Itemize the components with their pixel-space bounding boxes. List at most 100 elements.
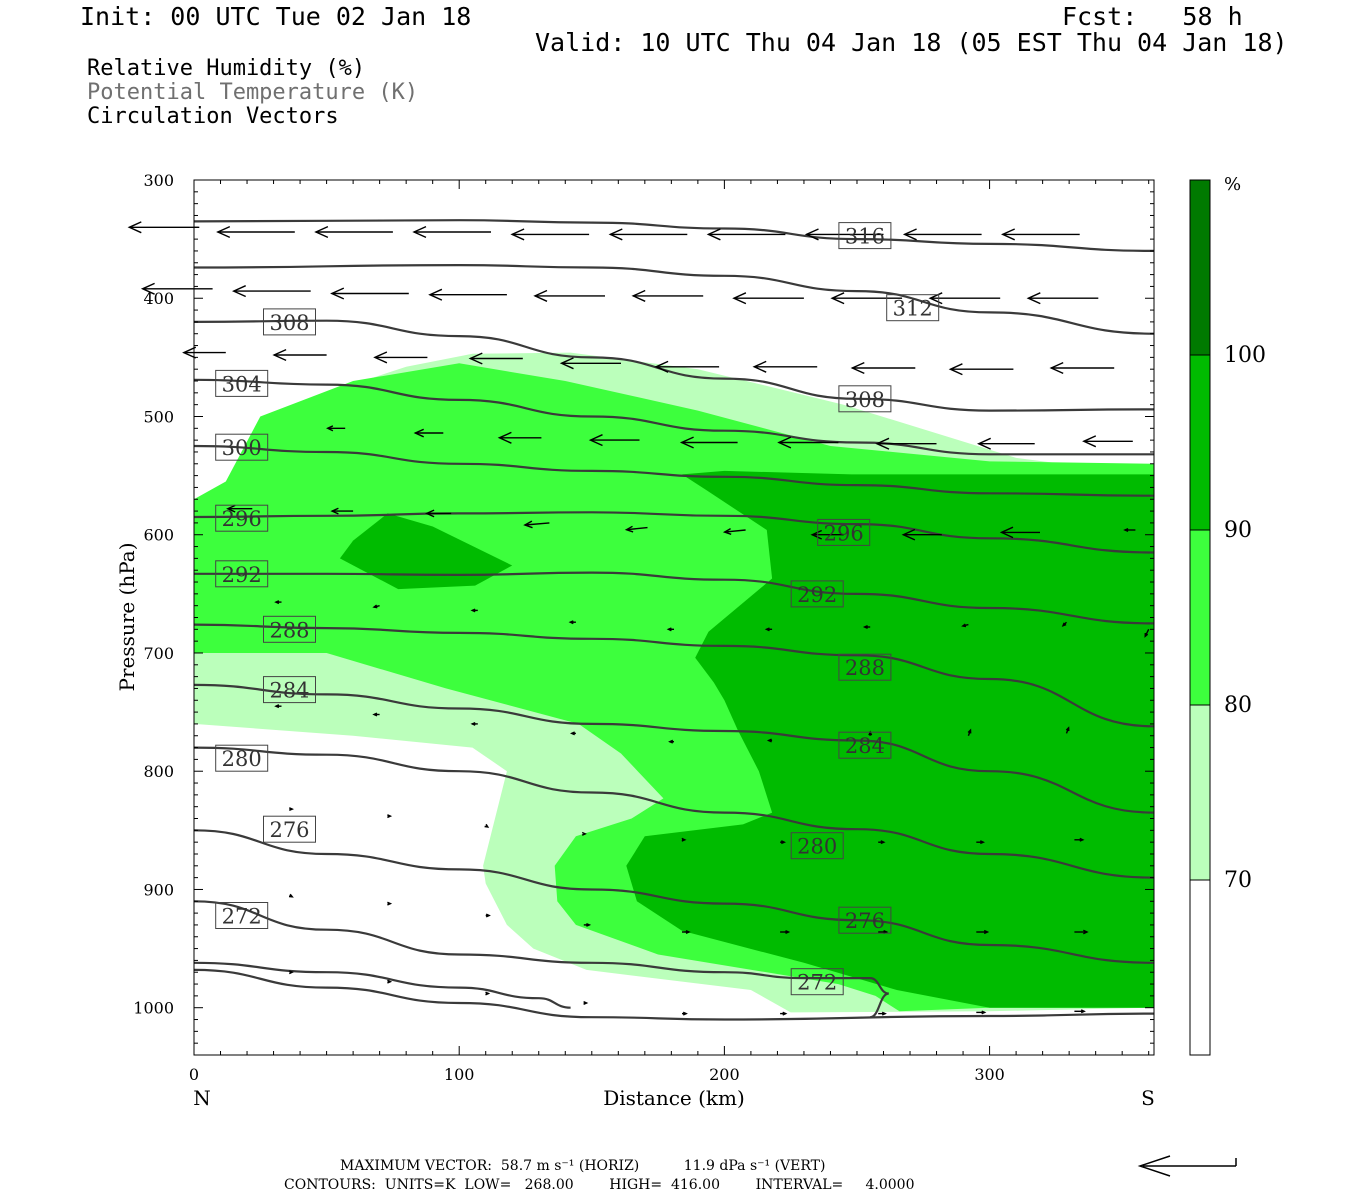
reference-vector-icon: [1137, 1155, 1237, 1177]
colorbar-label-70: 70: [1224, 868, 1252, 893]
circulation-vector: [804, 228, 884, 241]
contour-label-text: 296: [222, 507, 262, 531]
vector-head: [484, 823, 490, 828]
vector-head: [706, 228, 721, 241]
contour-label-box: [215, 433, 269, 461]
vector-head: [902, 228, 917, 241]
circulation-vector: [330, 507, 354, 515]
vector-head: [373, 351, 388, 364]
circulation-vector: [666, 627, 674, 632]
circulation-vector: [470, 721, 478, 726]
vector-head: [631, 289, 646, 302]
contour-label-text: 284: [845, 734, 885, 758]
circulation-vector: [976, 929, 990, 935]
rh-region-90-100-3: [339, 513, 513, 590]
vector-head: [785, 930, 791, 935]
circulation-vector: [752, 360, 818, 373]
circulation-vector: [780, 930, 791, 935]
vector-head: [581, 831, 587, 836]
x-end-label-south: S: [1141, 1086, 1155, 1110]
circulation-vector: [425, 509, 452, 518]
contour-label: 284: [838, 731, 892, 759]
vector-head: [588, 434, 603, 447]
rh-region-90-100-2: [626, 470, 1154, 1008]
circulation-vector: [668, 739, 674, 744]
contour-label-box: [263, 615, 316, 643]
vector-head: [1026, 292, 1041, 305]
theta-contour-304-3: [194, 378, 1154, 456]
x-tick-label: 100: [444, 1065, 475, 1084]
circulation-vector: [1123, 527, 1136, 533]
vector-head: [722, 527, 732, 535]
circulation-vector: [1000, 228, 1080, 241]
contour-label: 276: [838, 906, 892, 934]
contour-label-text: 292: [797, 583, 837, 607]
vector-head: [862, 624, 868, 629]
vector-head: [231, 285, 246, 298]
circulation-vector: [485, 991, 491, 996]
title-potential-temperature: Potential Temperature (K): [87, 80, 419, 105]
circulation-vector: [470, 608, 478, 613]
contour-label: 272: [790, 968, 844, 996]
contours-legend: CONTOURS: UNITS=K LOW= 268.00 HIGH= 416.…: [284, 1177, 915, 1193]
contour-label: 272: [215, 902, 269, 929]
x-tick-label: 200: [709, 1065, 740, 1084]
contour-label-box: [215, 369, 269, 397]
circulation-vector: [583, 1000, 589, 1005]
colorbar-label-90: 90: [1224, 518, 1252, 543]
vector-head: [428, 288, 443, 301]
colorbar-segment-70-80: [1190, 705, 1210, 880]
circulation-vector: [961, 623, 969, 628]
vector-head: [981, 1010, 987, 1015]
circulation-vector: [272, 348, 327, 362]
circulation-vector: [373, 351, 428, 364]
vector-head: [961, 623, 967, 628]
vector-head: [682, 1011, 688, 1016]
theta-contour-280-9: [194, 746, 1154, 879]
vector-head: [980, 840, 986, 845]
circulation-vector: [182, 346, 226, 359]
contour-label-text: 300: [222, 436, 262, 460]
vector-head: [1000, 228, 1015, 241]
contour-label-box: [790, 580, 844, 608]
colorbar-segment-90-100: [1190, 355, 1210, 530]
circulation-vector: [875, 437, 937, 450]
circulation-vector: [387, 901, 393, 906]
contour-label-box: [215, 504, 269, 532]
circulation-vector: [780, 1011, 788, 1016]
contour-label-text: 276: [269, 818, 309, 842]
circulation-vector: [485, 913, 491, 918]
vector-head: [182, 346, 197, 359]
circulation-vector: [679, 436, 738, 449]
vector-head: [289, 807, 295, 812]
contour-label-layer: 316 312 308 308 304 300 296 296 292 292 288 288 284 2…: [215, 222, 940, 996]
contour-label-box: [263, 676, 316, 704]
x-axis-title: Distance (km): [603, 1086, 745, 1110]
vector-head: [413, 428, 424, 438]
circulation-vector: [274, 600, 282, 605]
circulation-vector: [780, 840, 787, 845]
vector-head: [127, 221, 142, 234]
theta-contour-276-10: [194, 829, 1154, 964]
circulation-vector: [314, 225, 393, 239]
circulation-vector: [288, 893, 294, 898]
forecast-hour: Fcst: 58 h: [1062, 2, 1243, 31]
vector-head: [875, 437, 890, 450]
colorbar-segment-80-90: [1190, 530, 1210, 705]
theta-contour-268-13: [194, 968, 1154, 1021]
circulation-vector: [1026, 292, 1099, 305]
circulation-vector: [1074, 1009, 1086, 1014]
circulation-vector: [413, 428, 444, 438]
x-tick-label: 300: [974, 1065, 1005, 1084]
colorbar-label-100: 100: [1224, 343, 1266, 368]
circulation-vector: [1082, 435, 1133, 448]
y-tick-label: 700: [143, 644, 174, 663]
contour-label: 316: [838, 222, 892, 250]
circulation-vector: [1074, 929, 1089, 935]
circulation-vector: [722, 527, 746, 535]
circulation-vector: [428, 288, 507, 301]
circulation-vector: [1144, 628, 1150, 638]
circulation-vector: [1061, 621, 1067, 627]
vector-head: [485, 991, 491, 996]
